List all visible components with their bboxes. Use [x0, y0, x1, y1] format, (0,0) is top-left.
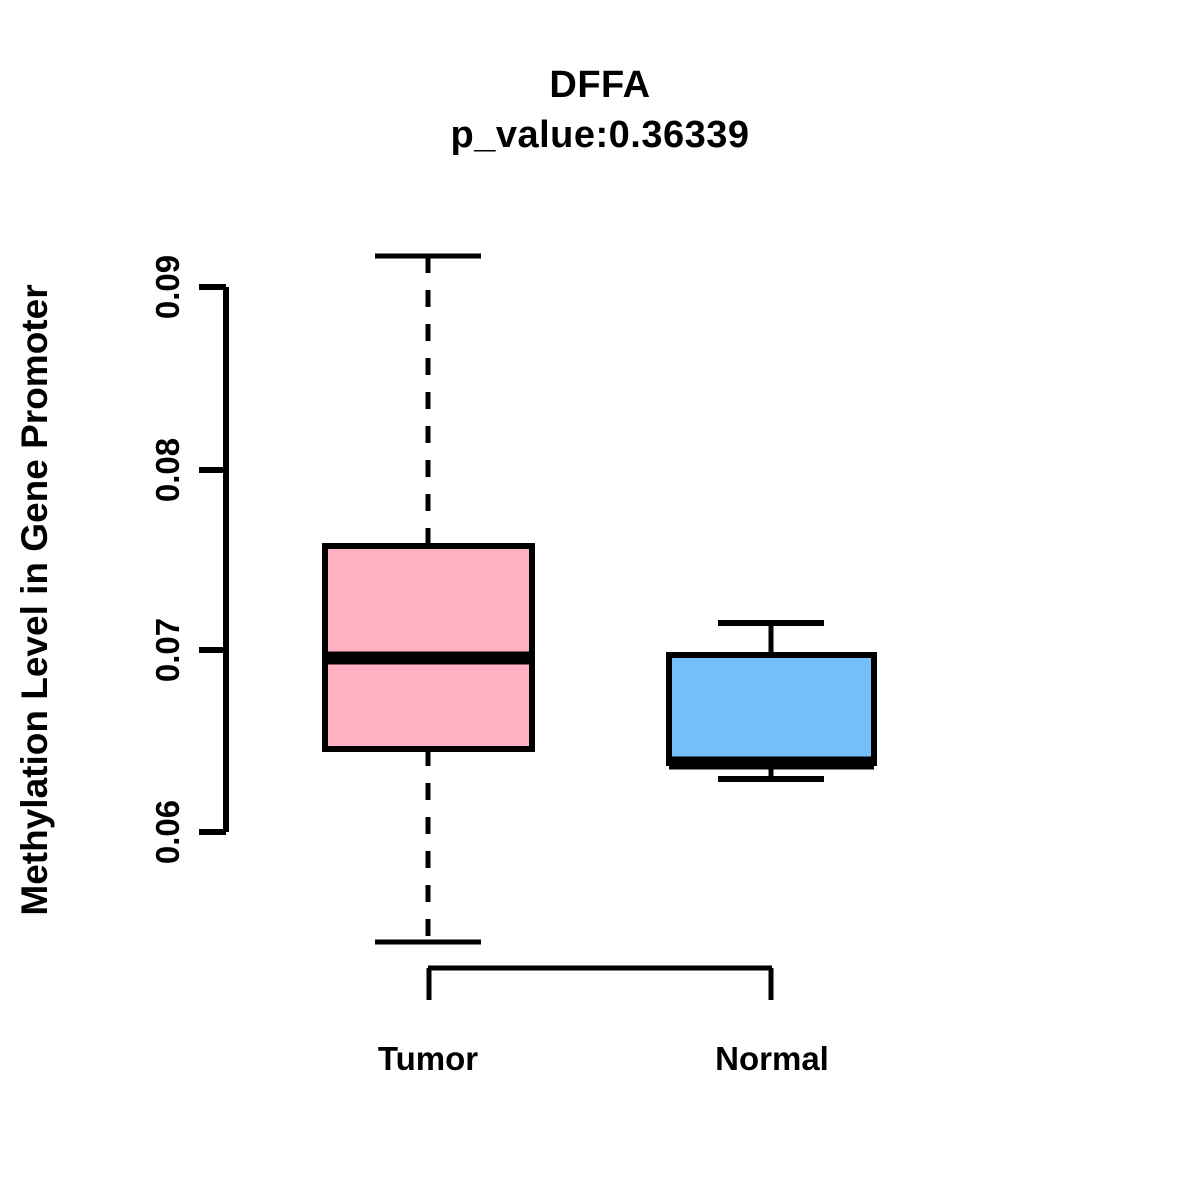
y-axis [199, 284, 229, 835]
box-tumor[interactable] [322, 253, 535, 945]
x-tick-label-tumor: Tumor [377, 1040, 479, 1077]
box-body-tumor[interactable] [322, 543, 535, 752]
x-axis [426, 965, 774, 1000]
box-normal[interactable] [666, 620, 877, 782]
x-tick-label-normal: Normal [715, 1040, 829, 1077]
box-body-normal[interactable] [666, 652, 877, 766]
